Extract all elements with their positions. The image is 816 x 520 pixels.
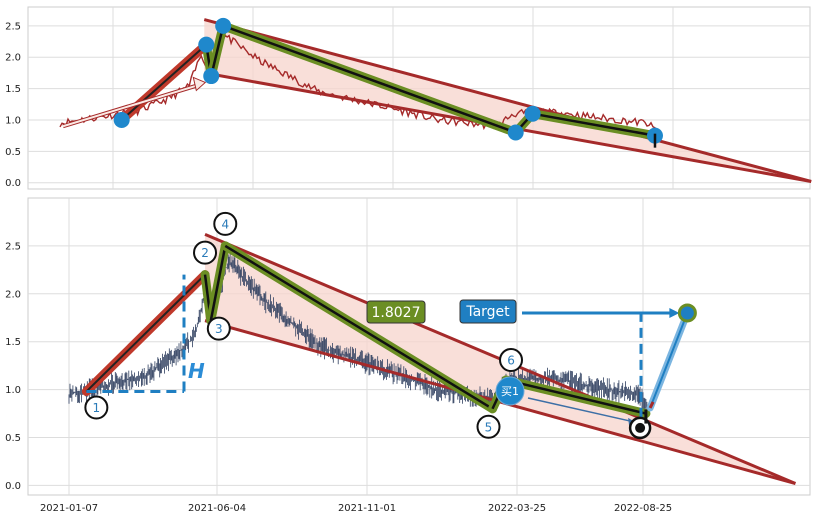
y-tick-label-0: 0.0: [5, 178, 21, 189]
top-grid: [28, 7, 810, 189]
pivot-badge-label-3: 3: [215, 322, 223, 336]
buy-marker: [495, 376, 525, 406]
pivot-badge-6: [499, 348, 524, 373]
y-tick-label-5: 2.5: [5, 241, 21, 252]
target-arrow-head: [669, 307, 680, 318]
bottom-x-tick-labels: 2021-01-07 2021-06-04 2021-11-01 2022-03-25…: [40, 503, 672, 514]
target-label-bg: [459, 299, 517, 324]
bottom-y-tick-labels: 0.0 0.5 1.0 1.5 2.0 2.5: [5, 241, 21, 492]
pivot-badge-label-4: 4: [221, 217, 229, 231]
pivot-badge-3: [206, 316, 231, 341]
breakout-red-stub: [648, 401, 655, 409]
top-panel: 0.0 0.5 1.0 1.5 2.0 2.5: [5, 6, 812, 190]
zigzag-leg-1-inner: [121, 43, 207, 121]
buy-marker-label: 买1: [501, 385, 519, 398]
x-tick-label-0: 2021-01-07: [40, 503, 98, 514]
zigzag-leg-6-inner: [532, 112, 656, 137]
x-tick-label-4: 2022-08-25: [614, 503, 672, 514]
pattern-value-box: 1.8027: [366, 300, 426, 324]
buy-arrow-line: [527, 397, 635, 423]
pivot-badge-4: [213, 211, 238, 236]
pivot-badge-label-1: 1: [93, 401, 101, 415]
zigzag-leg-3-inner: [210, 25, 225, 77]
pivot-badge-label-6: 6: [507, 354, 515, 368]
zigzag-leg-6-inner: [505, 378, 647, 415]
x-tick-label-3: 2022-03-25: [488, 503, 546, 514]
bottom-panel: 0.00.51.01.52.02.5 2021-01-07 2021-06-04 2…: [5, 197, 811, 514]
y-tick-label-1: 0.5: [5, 147, 21, 158]
pivot-dot-1: [113, 111, 130, 128]
target-label-box: Target: [459, 299, 517, 324]
zigzag-leg-3-inner: [209, 245, 227, 321]
zigzag-leg-4-inner: [224, 244, 494, 410]
y-tick-label-0: 0.0: [5, 481, 21, 492]
pattern-value-bg: [366, 300, 426, 324]
y-tick-label-3: 1.5: [5, 84, 21, 95]
top-series: [59, 17, 812, 183]
target-label-text: Target: [465, 304, 510, 320]
y-tick-label-2: 1.0: [5, 385, 21, 396]
pivot-dot-3: [203, 68, 220, 85]
target-dot: [677, 303, 697, 323]
height-label: H: [188, 359, 205, 383]
trend-arrow-head: [192, 76, 207, 92]
pivot-badge-2: [193, 240, 218, 265]
pivot-dot-6: [524, 105, 541, 122]
y-tick-label-4: 2.0: [5, 289, 21, 300]
zigzag-leg-4-inner: [222, 24, 517, 134]
pivot-dot-5: [507, 124, 524, 141]
pivot-dot-2: [198, 36, 215, 53]
pattern-value-text: 1.8027: [372, 305, 421, 321]
y-tick-label-2: 1.0: [5, 115, 21, 126]
y-tick-label-3: 1.5: [5, 337, 21, 348]
pivot-badge-label-2: 2: [201, 246, 209, 260]
bottom-series: 买1 1 2 3 4 5 6: [68, 211, 797, 485]
y-tick-label-5: 2.5: [5, 21, 21, 32]
breakout-core: [635, 422, 646, 433]
channel-upper-line: [203, 18, 812, 183]
y-tick-label-1: 0.5: [5, 433, 21, 444]
trend-arrow-shaft-inner: [62, 84, 198, 128]
y-tick-label-4: 2.0: [5, 53, 21, 64]
pivot-dot-4: [215, 17, 232, 34]
pivot-badge-1: [84, 395, 109, 420]
top-y-tick-labels: 0.0 0.5 1.0 1.5 2.0 2.5: [5, 21, 21, 189]
target-projection-inner: [649, 312, 689, 409]
x-tick-label-2: 2021-11-01: [338, 503, 396, 514]
pivot-badge-5: [476, 414, 501, 439]
pivot-badge-label-5: 5: [485, 420, 493, 434]
x-tick-label-1: 2021-06-04: [188, 503, 246, 514]
